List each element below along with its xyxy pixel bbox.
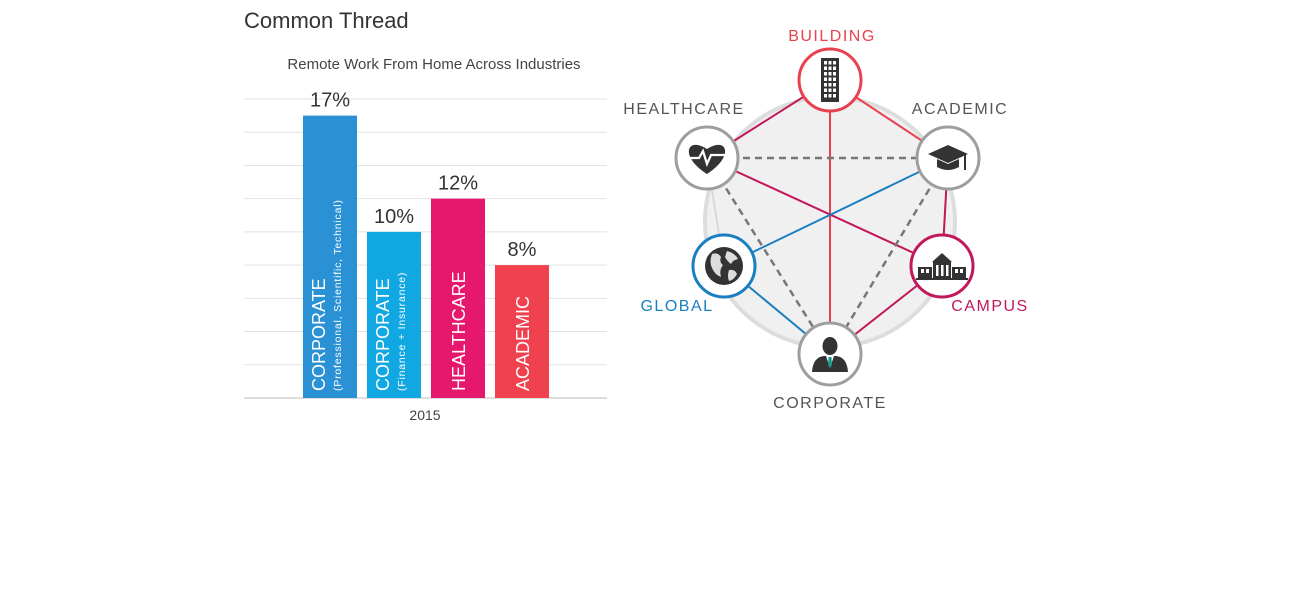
- bar-category-label: CORPORATE: [309, 278, 329, 391]
- node-healthcare: HEALTHCARE: [623, 101, 744, 191]
- bar: [367, 231, 421, 398]
- graduation-cap-icon: [928, 145, 968, 170]
- bar-category-label: ACADEMIC: [513, 296, 533, 391]
- bar-value-label: 12%: [438, 173, 478, 195]
- bar: [431, 198, 485, 398]
- bar-value-label: 17%: [310, 90, 350, 112]
- heart-pulse-icon: [685, 144, 729, 174]
- chart-title: Remote Work From Home Across Industries: [287, 56, 581, 73]
- bar: [495, 265, 549, 398]
- node-label-academic: ACADEMIC: [912, 101, 1008, 118]
- node-campus: CAMPUS: [909, 233, 1028, 315]
- bar-value-label: 10%: [374, 206, 414, 228]
- bar: [303, 115, 357, 398]
- node-label-building: BUILDING: [788, 28, 876, 45]
- globe-icon: [705, 247, 743, 285]
- node-label-global: GLOBAL: [640, 298, 713, 315]
- node-global: GLOBAL: [640, 233, 757, 315]
- businessman-icon: [812, 337, 848, 372]
- node-label-campus: CAMPUS: [951, 298, 1028, 315]
- bar-category-sublabel: (Professional, Scientific, Technical): [332, 199, 344, 391]
- link-healthcare-campus: [706, 157, 943, 267]
- bars: 17%CORPORATE (Professional, Scientific, T…: [303, 90, 549, 398]
- node-label-healthcare: HEALTHCARE: [623, 101, 744, 118]
- bar-category-label: CORPORATE: [373, 278, 393, 391]
- link-academic-corporate: [828, 157, 950, 355]
- x-axis-label: 2015: [409, 407, 440, 423]
- link-healthcare-corporate: [705, 157, 832, 355]
- bar-category-label: HEALTHCARE: [449, 271, 469, 391]
- bar-category-sublabel: (Finance + Insurance): [396, 272, 408, 391]
- campus-icon: [916, 253, 968, 280]
- network-nodes: BUILDING ACADEMIC CAMPUS CORPORATE GLOBAL HEA…: [623, 28, 1028, 412]
- page-title: Common Thread: [244, 8, 409, 33]
- node-label-corporate: CORPORATE: [773, 395, 887, 412]
- building-icon: [821, 58, 839, 102]
- node-academic: ACADEMIC: [912, 101, 1008, 191]
- bar-value-label: 8%: [508, 239, 537, 261]
- bar-chart: 17%CORPORATE (Professional, Scientific, T…: [244, 90, 607, 423]
- node-building: BUILDING: [788, 28, 876, 113]
- link-academic-global: [723, 157, 949, 267]
- node-corporate: CORPORATE: [773, 321, 887, 412]
